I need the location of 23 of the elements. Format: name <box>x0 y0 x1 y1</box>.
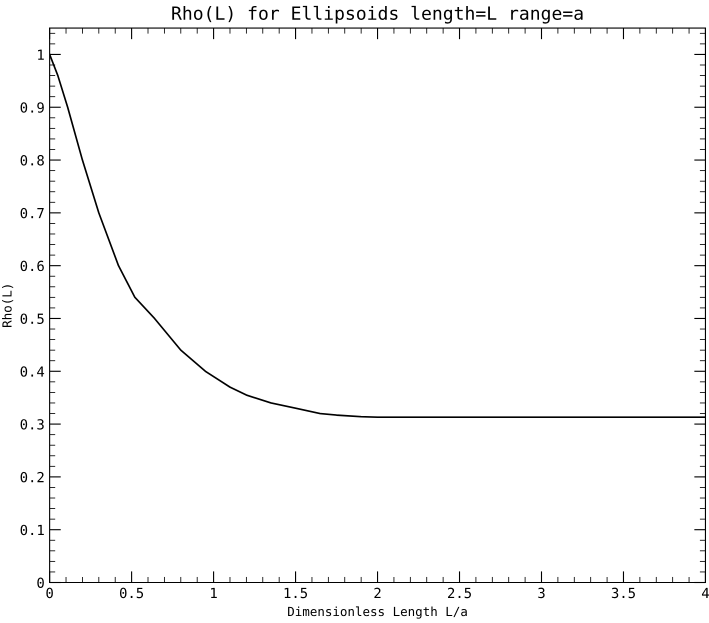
x-tick-label: 0 <box>46 588 53 598</box>
x-tick-label: 4 <box>702 588 709 598</box>
x-tick-label: 1.5 <box>284 588 307 598</box>
y-tick-label: 0.1 <box>20 524 44 536</box>
y-tick-label: 0.5 <box>20 313 44 324</box>
x-tick-label: 2.5 <box>448 588 471 598</box>
y-tick-label: 0.7 <box>20 208 44 218</box>
chart-title: Rho(L) for Ellipsoids length=L range=a <box>172 6 583 24</box>
y-axis-title: Rho(L) <box>2 285 14 327</box>
y-tick-label: 0.8 <box>20 155 44 166</box>
y-tick-label: 0 <box>37 578 44 588</box>
y-tick-label: 0.2 <box>20 472 44 482</box>
x-tick-label: 0.5 <box>120 588 144 598</box>
x-tick-label: 3.5 <box>612 588 635 598</box>
y-tick-label: 0.6 <box>20 260 44 272</box>
x-tick-label: 2 <box>374 588 381 598</box>
y-tick-label: 0.9 <box>20 102 44 113</box>
y-tick-label: 0.4 <box>20 366 44 377</box>
x-tick-label: 3 <box>538 588 545 598</box>
y-tick-label: 0.3 <box>20 419 44 430</box>
x-tick-label: 1 <box>211 588 217 598</box>
y-tick-label: 1 <box>38 50 44 60</box>
x-axis-title: Dimensionless Length L/a <box>288 606 467 619</box>
